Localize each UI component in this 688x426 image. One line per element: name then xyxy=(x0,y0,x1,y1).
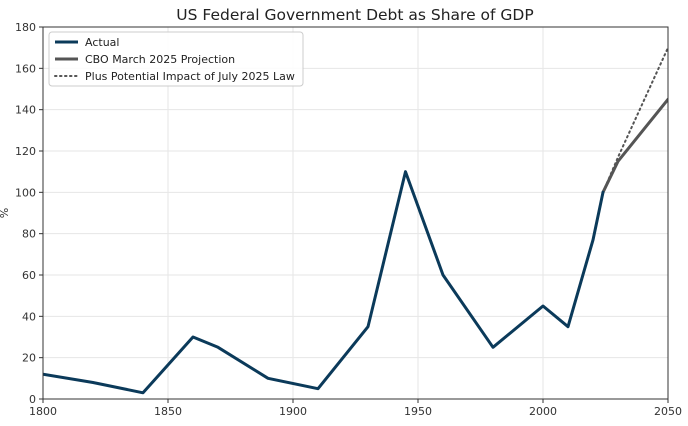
y-tick-label: 180 xyxy=(15,21,36,34)
x-tick-label: 2050 xyxy=(654,405,682,418)
y-tick-label: 60 xyxy=(22,269,36,282)
y-tick-label: 0 xyxy=(29,393,36,406)
axis-ticks: 1800 1850 1900 1950 2000 2050 0 20 40 60 80 100 120 1… xyxy=(15,21,682,418)
y-tick-label: 100 xyxy=(15,186,36,199)
y-tick-label: 160 xyxy=(15,62,36,75)
x-tick-label: 2000 xyxy=(529,405,557,418)
legend-label-2: Plus Potential Impact of July 2025 Law xyxy=(85,70,295,83)
y-tick-label: 40 xyxy=(22,310,36,323)
x-tick-label: 1950 xyxy=(404,405,432,418)
x-tick-label: 1900 xyxy=(279,405,307,418)
y-tick-label: 140 xyxy=(15,104,36,117)
legend-label-0: Actual xyxy=(85,36,119,49)
legend-label-1: CBO March 2025 Projection xyxy=(85,53,235,66)
chart-title: US Federal Government Debt as Share of G… xyxy=(176,6,533,24)
legend: Actual CBO March 2025 Projection Plus Pote… xyxy=(48,31,304,87)
y-tick-label: 20 xyxy=(22,352,36,365)
y-tick-label: 120 xyxy=(15,145,36,158)
x-tick-label: 1850 xyxy=(154,405,182,418)
series-line-0 xyxy=(43,170,605,395)
y-tick-label: 80 xyxy=(22,228,36,241)
y-axis-label: % xyxy=(0,208,11,218)
series-lines xyxy=(43,46,668,395)
x-tick-label: 1800 xyxy=(29,405,57,418)
plot-area-frame xyxy=(42,26,669,400)
series-line-1 xyxy=(601,97,668,194)
